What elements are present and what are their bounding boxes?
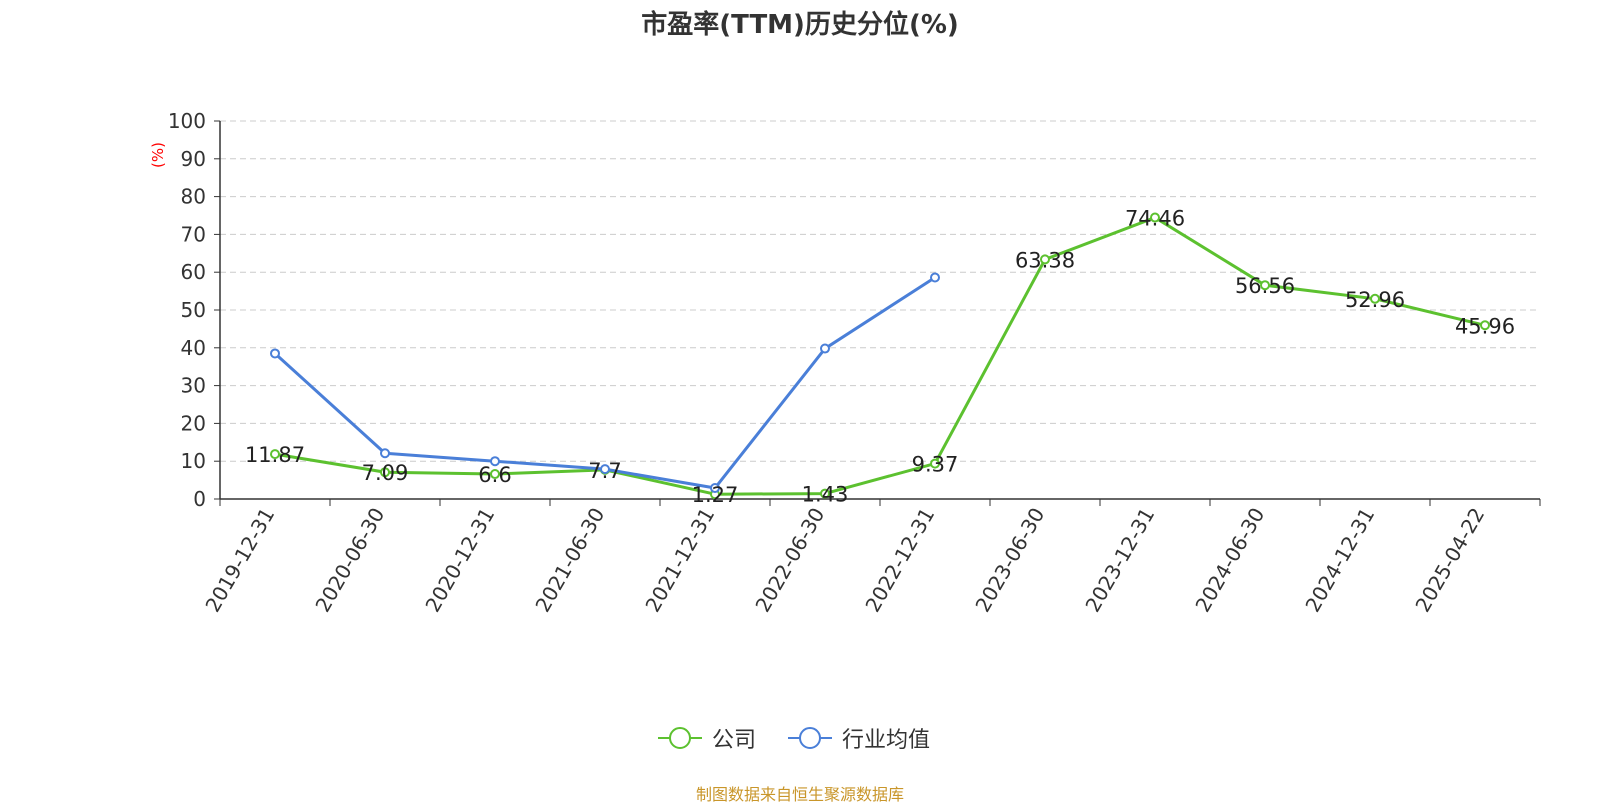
company-series-line [274, 216, 1486, 496]
x-tick-label: 2021-06-30 [530, 504, 609, 617]
company-data-point [1150, 212, 1160, 223]
industry-data-point [380, 448, 390, 459]
x-tick-label: 2019-12-31 [200, 504, 279, 617]
company-data-label: 45.96 [1455, 314, 1515, 338]
industry-data-point [600, 464, 610, 475]
x-tick-label: 2025-04-22 [1410, 504, 1489, 617]
industry-data-point [930, 272, 940, 283]
company-data-point [270, 449, 280, 460]
legend-company-label: 公司 [712, 728, 757, 753]
company-data-point [930, 458, 940, 469]
legend-industry-marker [788, 727, 832, 749]
y-tick-label: 40 [181, 336, 206, 360]
x-tick-label: 2021-12-31 [640, 504, 719, 617]
y-tick-label: 100 [168, 109, 206, 133]
x-tick-label: 2023-06-30 [970, 504, 1049, 617]
company-data-label: 7.7 [588, 459, 621, 483]
industry-data-point [270, 348, 280, 359]
legend-industry-label: 行业均值 [842, 728, 931, 753]
x-tick-label: 2022-12-31 [860, 504, 939, 617]
company-data-point [380, 467, 390, 478]
company-data-label: 6.6 [478, 463, 511, 487]
y-tick-label: 0 [193, 487, 206, 511]
source-note: 制图数据来自恒生聚源数据库 [695, 785, 904, 804]
y-tick-label: 50 [181, 298, 206, 322]
legend-company-marker [658, 727, 702, 749]
chart-title: 市盈率(TTM)历史分位(%) [641, 10, 959, 40]
y-tick-label: 70 [181, 222, 206, 246]
company-data-label: 7.09 [362, 461, 409, 485]
y-tick-label: 80 [181, 185, 206, 209]
company-data-point [1260, 280, 1270, 291]
company-data-label: 74.46 [1125, 207, 1185, 231]
company-data-label: 56.56 [1235, 274, 1295, 298]
company-data-label: 63.38 [1015, 248, 1075, 272]
company-data-label: 11.87 [245, 443, 305, 467]
company-data-point [1040, 254, 1050, 265]
x-tick-label: 2024-12-31 [1300, 504, 1379, 617]
industry-data-point [820, 343, 830, 354]
y-tick-label: 90 [181, 147, 206, 171]
industry-series-line [273, 276, 936, 490]
x-tick-label: 2024-06-30 [1190, 504, 1269, 617]
x-tick-label: 2022-06-30 [750, 504, 829, 617]
y-tick-label: 60 [181, 260, 206, 284]
legend: 公司 行业均值 [0, 722, 1600, 754]
company-data-point [1480, 320, 1490, 331]
industry-data-point [710, 483, 720, 494]
y-tick-label: 30 [181, 374, 206, 398]
company-data-point [820, 488, 830, 499]
y-tick-label: 10 [181, 449, 206, 473]
company-data-label: 52.96 [1345, 288, 1405, 312]
company-data-label: 1.27 [692, 483, 739, 507]
y-axis-label: (%) [149, 142, 167, 168]
company-data-label: 9.37 [912, 453, 959, 477]
company-data-point [490, 469, 500, 480]
industry-data-point [490, 456, 500, 467]
y-tick-label: 20 [181, 411, 206, 435]
company-data-label: 1.43 [802, 483, 849, 507]
x-tick-label: 2020-12-31 [420, 504, 499, 617]
x-tick-label: 2020-06-30 [310, 504, 389, 617]
legend-item-industry-average[interactable]: 行业均值 [788, 722, 930, 754]
x-tick-label: 2023-12-31 [1080, 504, 1159, 617]
company-data-point [1370, 293, 1380, 304]
legend-item-company[interactable]: 公司 [658, 722, 756, 754]
